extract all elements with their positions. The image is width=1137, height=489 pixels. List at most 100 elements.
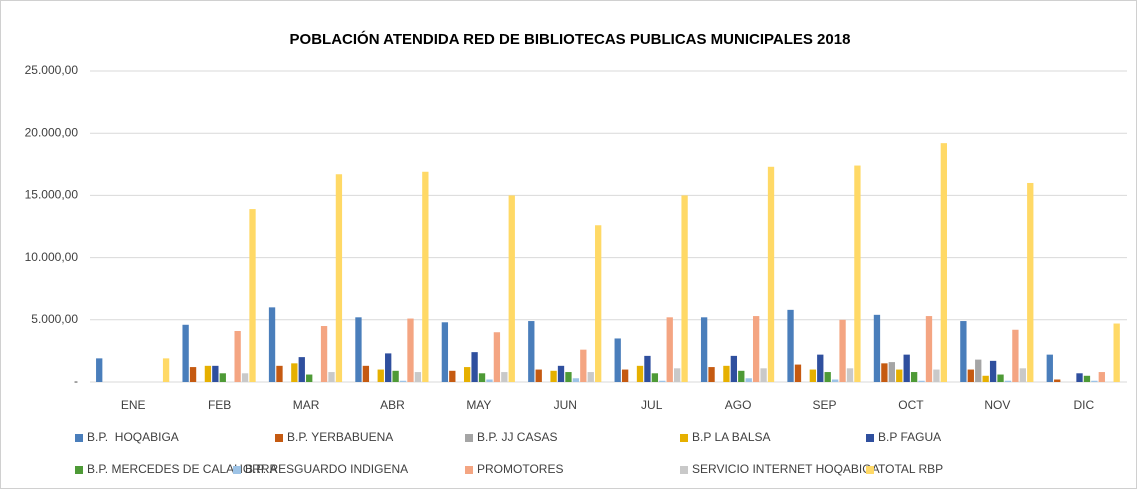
bar [182,324,189,382]
x-tick-label: JUL [641,398,663,412]
bar [557,365,565,382]
x-tick-label: OCT [898,398,924,412]
legend-swatch [680,434,688,442]
bar [760,368,767,382]
bar [896,369,903,382]
bar [738,370,745,382]
bar [96,358,103,382]
bar [1113,323,1120,382]
bar [234,330,241,382]
bar [493,332,501,382]
bar [651,373,659,382]
bar [730,355,738,382]
bar [306,374,313,382]
bar [614,338,621,382]
x-tick-label: SEP [813,398,837,412]
bar [752,316,760,382]
bar [918,380,925,382]
bar [997,374,1004,382]
x-tick-label: ENE [121,398,146,412]
bar [975,359,982,382]
legend-swatch [75,466,83,474]
bar [320,326,328,382]
bar [674,368,681,382]
bar [644,355,651,382]
legend-label: B.P LA BALSA [692,430,771,444]
bar [960,321,967,382]
legend-label: B.P. JJ CASAS [477,430,557,444]
bar [846,368,854,382]
legend-swatch [275,434,283,442]
bar [1012,329,1019,382]
bar [486,379,493,382]
x-tick-label: AGO [725,398,752,412]
bar [1046,354,1053,382]
y-tick-label: 5.000,00 [31,312,78,326]
y-tick-label: 20.000,00 [25,125,79,139]
bar [508,195,515,382]
y-tick-label: 15.000,00 [25,188,79,202]
bar [1076,373,1083,382]
bar [276,365,283,382]
bar [925,316,933,382]
chart-title: POBLACIÓN ATENDIDA RED DE BIBLIOTECAS PU… [290,30,851,48]
bar [241,373,249,382]
x-tick-label: NOV [984,398,1010,412]
bar [249,209,256,382]
bar [745,378,752,382]
bar [587,372,594,382]
bar [854,165,861,382]
bar [940,143,948,382]
bar [291,363,298,382]
bar [708,367,715,382]
bar [659,380,666,382]
y-tick-label: - [74,374,78,388]
bar [881,363,888,382]
bar [399,380,407,382]
bar [595,225,602,382]
legend-swatch [866,466,874,474]
legend-swatch [465,434,473,442]
legend-swatch [465,466,473,474]
bar [1083,375,1091,382]
bar [219,373,226,382]
bar [572,378,580,382]
bar [681,195,688,382]
x-tick-label: DIC [1073,398,1094,412]
bar [441,322,449,382]
legend-swatch [233,466,241,474]
bar [666,317,673,382]
legend-label: SERVICIO INTERNET HOQABIGA [692,462,880,476]
legend-swatch [680,466,688,474]
bar [162,358,170,382]
bar [565,372,572,382]
x-tick-label: MAY [466,398,491,412]
bar [1054,379,1061,382]
bar [362,365,370,382]
bar [355,317,362,382]
bar [528,321,535,382]
bar [414,372,422,382]
legend-label: B.P. MERCEDES DE CALAHORRA [87,462,278,476]
bar [933,369,940,382]
x-tick-label: ABR [380,398,405,412]
bar [636,365,644,382]
bar [189,367,197,382]
bar [328,372,335,382]
bar [982,375,989,382]
bar [910,372,918,382]
legend-label: B.P. RESGUARDO INDIGENA [245,462,408,476]
x-tick-label: FEB [208,398,231,412]
bar [464,367,471,382]
bar [407,318,414,382]
bar [723,365,730,382]
bar [1091,380,1098,382]
bar [550,370,557,382]
legend-label: B.P. HOQABIGA [87,430,179,444]
bar [831,379,839,382]
bar [873,314,881,382]
bar [700,317,708,382]
bar [535,369,542,382]
bar [212,365,219,382]
bar [839,319,846,382]
